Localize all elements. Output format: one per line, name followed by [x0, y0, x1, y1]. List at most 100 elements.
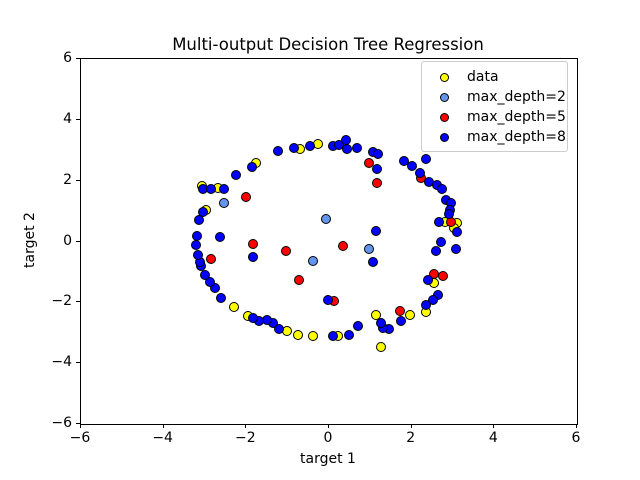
scatter-point-max_depth=8	[352, 143, 363, 154]
scatter-point-max_depth=2	[321, 214, 332, 225]
scatter-point-max_depth=8	[205, 183, 216, 194]
x-tick-mark	[576, 424, 577, 428]
scatter-point-max_depth=8	[434, 217, 445, 228]
scatter-point-max_depth=8	[415, 167, 426, 178]
legend-label: max_depth=2	[467, 89, 566, 105]
scatter-point-max_depth=8	[304, 140, 315, 151]
scatter-point-max_depth=8	[190, 239, 201, 250]
y-tick-mark	[76, 58, 80, 59]
scatter-point-max_depth=8	[214, 231, 225, 242]
scatter-point-max_depth=8	[218, 183, 229, 194]
scatter-point-data	[307, 331, 318, 342]
scatter-point-max_depth=5	[247, 238, 258, 249]
scatter-point-max_depth=8	[191, 231, 202, 242]
x-tick-label: 0	[323, 430, 333, 446]
scatter-point-max_depth=2	[364, 243, 375, 254]
scatter-point-max_depth=5	[240, 192, 251, 203]
scatter-point-max_depth=8	[423, 275, 434, 286]
scatter-point-max_depth=8	[376, 318, 387, 329]
scatter-point-max_depth=8	[199, 269, 210, 280]
y-tick-mark	[76, 118, 80, 120]
scatter-point-max_depth=8	[342, 144, 353, 155]
y-tick-label: −4	[51, 354, 72, 371]
scatter-point-max_depth=8	[371, 163, 382, 174]
scatter-point-max_depth=8	[343, 329, 354, 340]
scatter-point-data	[405, 310, 415, 321]
legend: data max_depth=2 max_depth=5 max_depth=8	[421, 61, 568, 152]
legend-marker-icon	[440, 92, 449, 102]
y-tick-label: 6	[63, 50, 72, 66]
y-tick-label: 2	[63, 171, 72, 188]
scatter-point-max_depth=5	[281, 245, 291, 256]
scatter-point-max_depth=2	[307, 255, 318, 266]
scatter-point-max_depth=8	[451, 243, 462, 254]
y-tick-mark	[76, 179, 80, 181]
x-tick-mark	[410, 424, 412, 428]
legend-marker-icon	[440, 112, 449, 122]
y-tick-mark	[76, 301, 80, 303]
y-tick-label: 4	[63, 110, 72, 127]
scatter-point-max_depth=8	[323, 295, 334, 306]
scatter-point-max_depth=8	[352, 321, 363, 332]
x-tick-label: −6	[69, 430, 91, 446]
chart-title: Multi-output Decision Tree Regression	[172, 35, 484, 54]
legend-row: max_depth=5	[422, 107, 567, 127]
legend-row: max_depth=2	[422, 87, 567, 107]
x-tick-mark	[493, 424, 495, 428]
scatter-point-max_depth=8	[288, 143, 299, 154]
scatter-point-max_depth=8	[407, 160, 418, 171]
scatter-point-max_depth=8	[273, 324, 284, 335]
scatter-point-data	[293, 329, 303, 340]
scatter-point-max_depth=5	[293, 275, 304, 286]
legend-label: max_depth=8	[467, 129, 566, 145]
scatter-point-max_depth=5	[395, 306, 406, 317]
y-tick-mark	[76, 362, 80, 364]
scatter-point-max_depth=8	[247, 251, 258, 262]
y-tick-mark	[76, 423, 80, 424]
y-axis-label: target 2	[22, 212, 38, 268]
y-tick-label: −6	[51, 415, 72, 431]
scatter-point-max_depth=8	[231, 169, 241, 180]
scatter-point-max_depth=8	[209, 283, 220, 294]
x-tick-label: 4	[488, 430, 498, 446]
legend-label: max_depth=5	[467, 109, 566, 125]
legend-marker-icon	[440, 132, 449, 142]
scatter-point-max_depth=8	[436, 237, 447, 248]
y-tick-label: −2	[51, 293, 72, 310]
scatter-point-max_depth=5	[438, 271, 449, 282]
x-tick-mark	[245, 424, 247, 428]
scatter-point-max_depth=8	[272, 145, 283, 156]
scatter-point-max_depth=8	[452, 227, 463, 238]
y-tick-label: 0	[63, 232, 72, 249]
scatter-point-max_depth=5	[338, 241, 349, 252]
scatter-point-max_depth=8	[204, 276, 215, 287]
y-tick-mark	[76, 240, 80, 242]
legend-label: data	[467, 69, 499, 85]
scatter-point-max_depth=8	[192, 249, 203, 260]
legend-row: max_depth=8	[422, 127, 567, 147]
scatter-point-max_depth=8	[215, 293, 226, 304]
scatter-point-max_depth=5	[371, 177, 382, 188]
x-axis-label: target 1	[300, 451, 356, 467]
scatter-point-max_depth=5	[364, 157, 375, 168]
scatter-point-max_depth=8	[421, 300, 432, 311]
x-tick-label: −4	[152, 430, 173, 446]
scatter-point-max_depth=8	[371, 226, 382, 237]
scatter-point-max_depth=8	[431, 245, 442, 256]
scatter-point-max_depth=8	[444, 209, 455, 220]
x-tick-label: −2	[235, 430, 256, 446]
legend-row: data	[422, 67, 567, 87]
scatter-point-max_depth=8	[428, 295, 439, 306]
scatter-point-max_depth=8	[247, 313, 258, 324]
scatter-point-max_depth=8	[421, 153, 432, 164]
scatter-point-data	[228, 302, 239, 313]
scatter-point-data	[376, 341, 387, 352]
scatter-point-max_depth=8	[368, 256, 379, 267]
x-tick-mark	[162, 424, 164, 428]
x-tick-label: 2	[406, 430, 416, 446]
scatter-point-max_depth=8	[396, 316, 407, 327]
scatter-point-max_depth=8	[437, 183, 448, 194]
scatter-point-max_depth=5	[205, 253, 216, 264]
scatter-point-max_depth=8	[246, 161, 257, 172]
